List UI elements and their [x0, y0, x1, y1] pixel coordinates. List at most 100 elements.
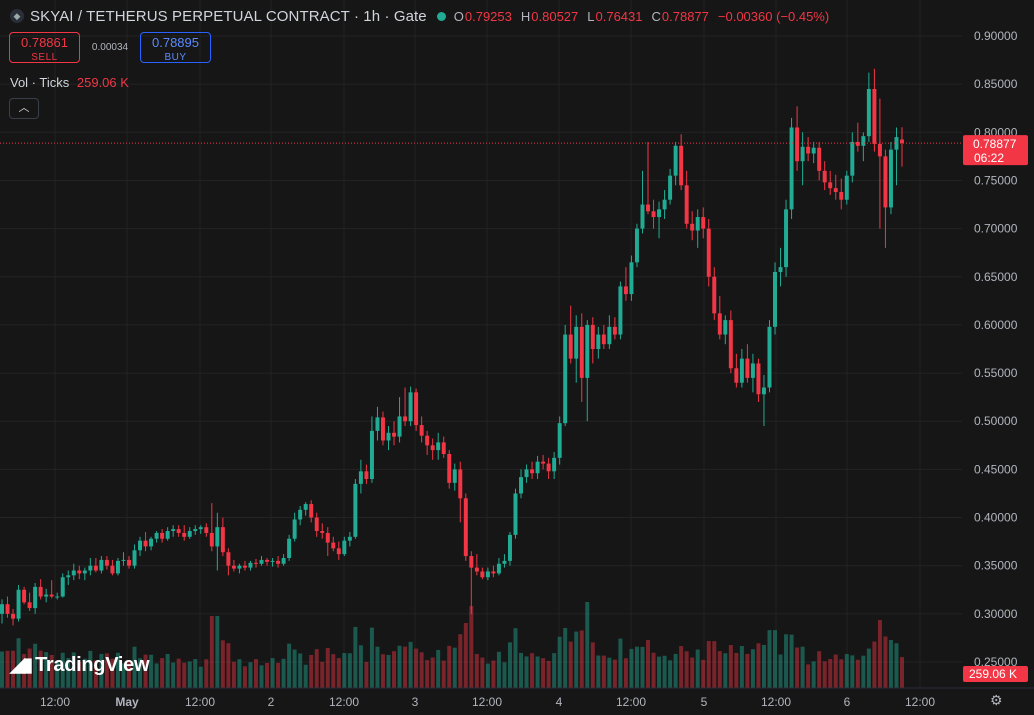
volume-bar: [469, 606, 474, 688]
buy-label: BUY: [164, 52, 187, 63]
volume-bar: [292, 649, 297, 688]
candle-body: [259, 559, 264, 564]
candle-body: [447, 453, 452, 483]
volume-bar: [198, 666, 203, 688]
x-tick-label: 12:00: [40, 695, 70, 709]
buy-button[interactable]: 0.78895 BUY: [140, 32, 211, 63]
volume-bar: [607, 657, 612, 688]
volume-bar: [375, 646, 380, 688]
volume-bar: [568, 641, 573, 688]
volume-bar: [77, 662, 82, 688]
low-value: 0.76431: [595, 8, 643, 24]
candle-body: [734, 368, 739, 383]
candle-body: [496, 563, 501, 574]
candle-body: [397, 416, 402, 437]
candle-body: [684, 185, 689, 224]
volume-bar: [5, 650, 10, 688]
candle-body: [287, 538, 292, 558]
candle-body: [138, 540, 143, 551]
volume-bar: [171, 662, 176, 688]
candle-body: [171, 529, 176, 532]
candle-body: [579, 326, 584, 378]
candle-body: [115, 560, 120, 574]
y-tick-label: 0.65000: [974, 270, 1018, 284]
volume-bar: [535, 656, 540, 688]
volume-bar: [844, 654, 849, 688]
volume-bar: [364, 661, 369, 688]
candle-body: [314, 517, 319, 532]
candle-body: [182, 532, 187, 537]
candle-body: [193, 529, 198, 532]
x-tick-label: 12:00: [616, 695, 646, 709]
collapse-legend-button[interactable]: ︿: [9, 98, 39, 119]
volume-bar: [496, 651, 501, 688]
tradingview-logo[interactable]: ◢▮ TradingView: [10, 654, 150, 677]
change-value: −0.00360 (−0.45%): [717, 8, 830, 24]
volume-bar: [861, 655, 866, 688]
candle-body: [640, 204, 645, 229]
volume-bar: [408, 641, 413, 688]
chart-header: ◆ SKYAI / TETHERUS PERPETUAL CONTRACT · …: [10, 6, 829, 26]
candle-body: [248, 562, 253, 568]
candle-body: [38, 586, 43, 597]
candle-body: [839, 192, 844, 200]
candle-body: [22, 589, 27, 603]
volume-label: Vol · Ticks: [10, 75, 70, 90]
market-status-dot: [436, 11, 446, 21]
y-tick-label: 0.60000: [974, 318, 1018, 332]
volume-bar: [11, 650, 16, 688]
volume-bar: [530, 653, 535, 688]
volume-bar: [651, 652, 656, 688]
candle-body: [419, 425, 424, 436]
candle-body: [320, 531, 325, 533]
candle-body: [513, 493, 518, 535]
tradingview-mark-icon: ◢▮: [10, 655, 33, 676]
symbol-icon[interactable]: ◆: [10, 9, 24, 23]
volume-bar: [590, 642, 595, 688]
candle-body: [646, 204, 650, 212]
candle-body: [861, 136, 866, 146]
candle-body: [717, 313, 722, 335]
volume-bar: [712, 641, 717, 688]
volume-bar: [237, 659, 242, 688]
candle-body: [668, 175, 673, 200]
candle-body: [690, 223, 695, 231]
volume-tag-label: 259.06 K: [969, 667, 1017, 681]
candle-body: [270, 560, 275, 562]
candle-body: [226, 552, 231, 566]
candle-body: [408, 392, 413, 422]
x-tick-label: 12:00: [329, 695, 359, 709]
candle-body: [425, 435, 430, 446]
high-value: 0.80527: [531, 8, 579, 24]
candle-body: [806, 146, 811, 154]
volume-bar: [22, 654, 27, 688]
candle-body: [231, 565, 236, 569]
candle-body: [375, 417, 380, 431]
volume-bar: [149, 654, 154, 688]
volume-bar: [519, 652, 524, 688]
volume-bar: [728, 644, 733, 688]
candle-body: [618, 286, 623, 335]
candle-body: [265, 559, 270, 562]
candle-body: [695, 217, 700, 231]
volume-bar: [850, 655, 855, 688]
candle-body: [49, 594, 54, 597]
candle-body: [0, 604, 4, 614]
symbol-title[interactable]: SKYAI / TETHERUS PERPETUAL CONTRACT · 1h…: [30, 7, 427, 25]
volume-bar: [828, 658, 833, 688]
volume-legend[interactable]: Vol · Ticks 259.06 K: [10, 75, 129, 90]
gear-icon[interactable]: ⚙: [990, 692, 1003, 708]
sell-button[interactable]: 0.78861 SELL: [9, 32, 80, 63]
candle-body: [530, 469, 535, 474]
candle-body: [612, 326, 617, 335]
volume-bar: [82, 658, 87, 688]
candle-body: [110, 565, 115, 574]
y-tick-label: 0.70000: [974, 222, 1018, 236]
volume-bar: [138, 658, 143, 688]
volume-bar: [369, 627, 374, 688]
buy-price: 0.78895: [152, 35, 199, 50]
volume-bar: [265, 662, 270, 688]
volume-bar: [822, 661, 827, 688]
x-tick-label: 12:00: [472, 695, 502, 709]
